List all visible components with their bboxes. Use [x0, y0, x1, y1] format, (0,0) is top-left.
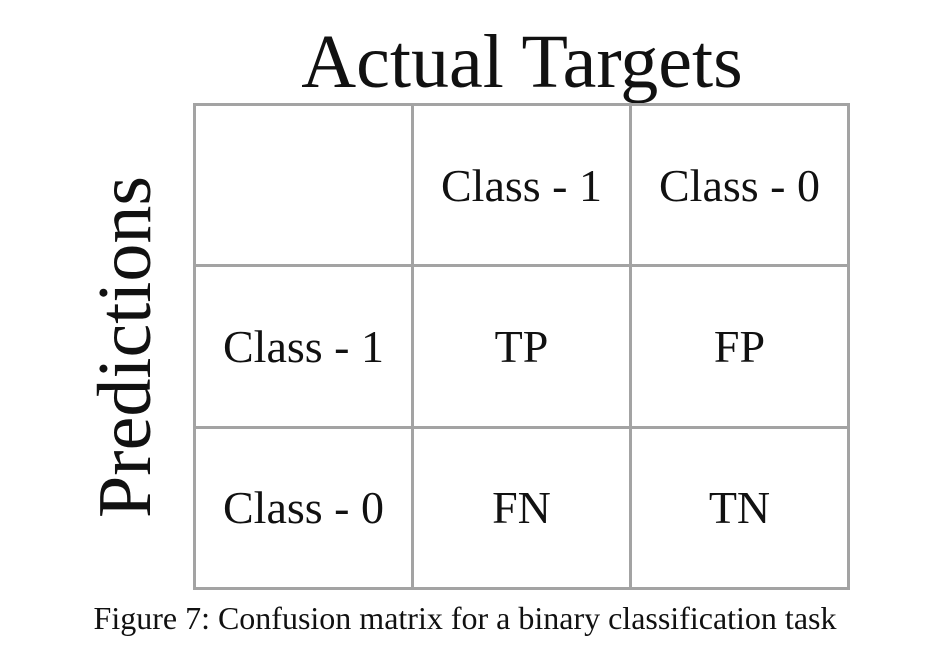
column-header-class-1: Class - 1 — [411, 102, 632, 268]
matrix-row-class-0: Class - 0 FN TN — [193, 425, 850, 591]
confusion-matrix-table: Class - 1 Class - 0 Class - 1 TP FP Clas… — [193, 102, 850, 591]
header-row: Class - 1 Class - 0 — [193, 102, 850, 268]
cell-tn: TN — [629, 425, 850, 591]
cell-tp: TP — [411, 264, 632, 429]
row-header-class-1: Class - 1 — [193, 264, 414, 429]
matrix-row-class-1: Class - 1 TP FP — [193, 264, 850, 429]
predictions-title: Predictions — [83, 176, 167, 518]
cell-fp: FP — [629, 264, 850, 429]
corner-cell — [193, 102, 414, 268]
column-header-class-0: Class - 0 — [629, 102, 850, 268]
row-header-class-0: Class - 0 — [193, 425, 414, 591]
cell-fn: FN — [411, 425, 632, 591]
actual-targets-title: Actual Targets — [301, 20, 743, 104]
figure-caption: Figure 7: Confusion matrix for a binary … — [93, 600, 837, 636]
